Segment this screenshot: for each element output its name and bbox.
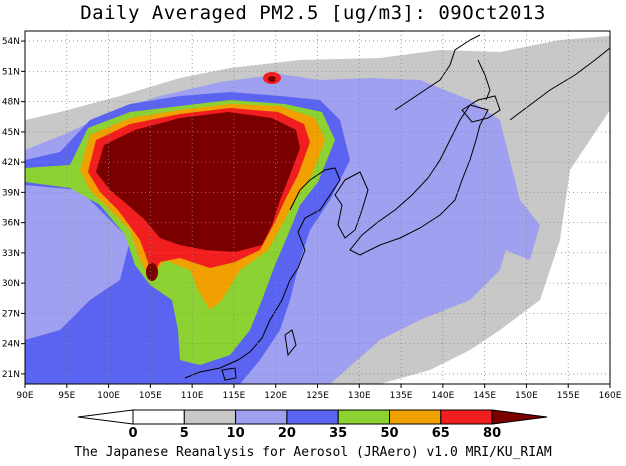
colorbar-swatch (132, 409, 185, 425)
lon-tick-label: 120E (264, 391, 287, 401)
coastline-east-asia (184, 167, 341, 379)
latitude-labels: 21N 24N 27N 30N 33N 36N 39N 42N 45N 48N 51N 54N (2, 37, 25, 380)
lat-tick-label: 36N (2, 219, 20, 229)
coastline-japan (349, 104, 489, 256)
colorbar-swatch (286, 409, 339, 425)
lat-tick-label: 24N (2, 340, 20, 350)
coastlines (184, 34, 610, 381)
lat-tick-label: 39N (2, 188, 20, 198)
lon-tick-label: 105E (139, 391, 162, 401)
colorbar-label: 10 (227, 426, 245, 441)
colorbar-label: 35 (329, 426, 347, 441)
pm25-hotspot-north-core (268, 76, 276, 82)
coastline-russia (394, 34, 481, 111)
colorbar-swatch (440, 409, 493, 425)
colorbar-label: 65 (432, 426, 450, 441)
lat-tick-label: 21N (2, 370, 20, 380)
lon-tick-label: 135E (390, 391, 413, 401)
pm25-hotspot-sichuan (146, 263, 158, 281)
lon-tick-label: 155E (557, 391, 580, 401)
colorbar-label: 20 (278, 426, 296, 441)
lon-tick-label: 100E (97, 391, 120, 401)
lat-tick-label: 30N (2, 279, 20, 289)
map-title: Daily Averaged PM2.5 [ug/m3]: 09Oct2013 (80, 2, 546, 24)
coastline-sakhalin (477, 59, 491, 101)
lon-tick-label: 115E (222, 391, 245, 401)
coastline-taiwan (284, 329, 297, 357)
pm25-band-ocean-patch-2 (500, 200, 540, 260)
coastline-hokkaido (461, 95, 501, 123)
colorbar-label: 0 (128, 426, 137, 441)
concentration-field (25, 36, 610, 384)
lon-tick-label: 150E (515, 391, 538, 401)
lon-tick-label: 90E (16, 391, 33, 401)
colorbar-swatch (183, 409, 237, 425)
lon-tick-label: 160E (599, 391, 622, 401)
coastline-korea (334, 171, 369, 239)
lon-tick-label: 125E (306, 391, 329, 401)
colorbar-swatch (389, 409, 442, 425)
colorbar-upper-extend (491, 409, 548, 425)
lat-tick-label: 54N (2, 37, 20, 47)
colorbar-swatch (337, 409, 391, 425)
coastline-hainan (221, 367, 237, 381)
lon-tick-label: 110E (181, 391, 204, 401)
data-credit: The Japanese Reanalysis for Aerosol (JRA… (74, 445, 552, 460)
colorbar-label: 50 (380, 426, 398, 441)
map-grid (25, 31, 610, 384)
colorbar: 0 5 10 20 35 50 65 80 (77, 409, 548, 441)
lat-tick-label: 51N (2, 67, 20, 77)
colorbar-label: 5 (180, 426, 189, 441)
longitude-labels: 90E 95E 100E 105E 110E 115E 120E 125E 130E 135E 14… (16, 384, 622, 401)
lon-tick-label: 140E (431, 391, 454, 401)
colorbar-lower-extend (77, 409, 134, 425)
lat-tick-label: 48N (2, 98, 20, 108)
lat-tick-label: 42N (2, 158, 20, 168)
lon-tick-label: 145E (473, 391, 496, 401)
lat-tick-label: 33N (2, 249, 20, 259)
lon-tick-label: 95E (58, 391, 75, 401)
lat-tick-label: 27N (2, 309, 20, 319)
pm25-band-over-80 (96, 112, 300, 252)
lat-tick-label: 45N (2, 128, 20, 138)
colorbar-swatch (235, 409, 288, 425)
lon-tick-label: 130E (348, 391, 371, 401)
colorbar-label: 80 (483, 426, 501, 441)
pm25-band-ocean-patch (440, 140, 490, 190)
